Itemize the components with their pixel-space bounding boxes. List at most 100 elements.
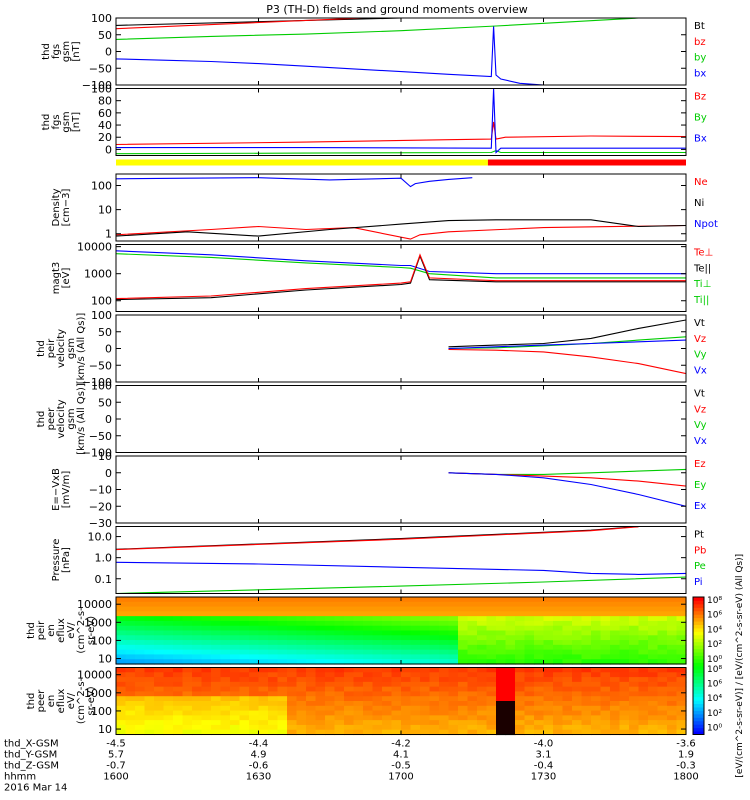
spectrogram-cell: [325, 691, 336, 697]
colorbar-swatch: [693, 707, 704, 711]
spectrogram-cell: [648, 724, 659, 731]
spectrogram-cell: [524, 677, 535, 683]
y-axis-label: [eV]: [61, 268, 72, 289]
spectrogram-cell: [572, 720, 583, 726]
spectrogram-cell: [382, 729, 393, 736]
spectrogram-cell: [610, 616, 621, 622]
spectrogram-cell: [163, 710, 174, 716]
y-axis-label: eV/: [66, 692, 77, 709]
spectrogram-cell: [268, 705, 279, 712]
spectrogram-cell: [325, 672, 336, 678]
spectrogram-cell: [125, 696, 136, 702]
spectrogram-cell: [211, 681, 222, 688]
spectrogram-cell: [505, 667, 516, 673]
spectrogram-cell: [591, 681, 602, 688]
spectrogram-cell: [496, 720, 507, 726]
y-axis-label: gsm: [61, 41, 72, 62]
spectrogram-cell: [572, 625, 583, 632]
spectrogram-cell: [667, 710, 678, 716]
spectrogram-cell: [135, 715, 146, 721]
spectrogram-cell: [306, 677, 317, 683]
spectrogram-cell: [249, 654, 260, 660]
spectrogram-cell: [610, 729, 621, 736]
ephemeris-value: 5.7: [108, 750, 124, 761]
colorbar-swatch: [693, 682, 704, 687]
spectrogram-cell: [667, 705, 678, 712]
spectrogram-cell: [353, 606, 364, 612]
spectrogram-cell: [192, 659, 203, 665]
colorbar-tick-label: 10⁰: [707, 724, 722, 734]
spectrogram-cell: [638, 677, 649, 683]
spectrogram-cell: [116, 710, 127, 716]
spectrogram-cell: [572, 686, 583, 693]
spectrogram-cell: [201, 691, 212, 697]
spectrogram-cell: [676, 606, 687, 612]
spectrogram-cell: [543, 701, 554, 707]
spectrogram-cell: [249, 696, 260, 702]
spectrogram-cell: [230, 640, 241, 646]
spectrogram-cell: [325, 720, 336, 726]
spectrogram-cell: [467, 630, 478, 636]
spectrogram-cell: [192, 649, 203, 656]
spectrogram-cell: [334, 672, 345, 678]
spectrogram-cell: [581, 659, 592, 665]
spectrogram-cell: [249, 710, 260, 716]
spectrogram-cell: [638, 616, 649, 622]
spectrogram-cell: [287, 696, 298, 702]
series-ez-line: [448, 472, 686, 487]
spectrogram-cell: [486, 644, 497, 651]
spectrogram-cell: [173, 691, 184, 697]
spectrogram-cell: [477, 686, 488, 693]
spectrogram-cell: [572, 705, 583, 712]
spectrogram-cell: [391, 635, 402, 641]
legend-vy: Vy: [694, 350, 707, 361]
ephemeris-value: -0.3: [676, 761, 696, 772]
spectrogram-cell: [144, 601, 155, 608]
spectrogram-cell: [182, 686, 193, 693]
spectrogram-cell: [448, 672, 459, 678]
spectrogram-cell: [353, 601, 364, 608]
spectrogram-cell: [638, 625, 649, 632]
y-tick-label: −50: [89, 62, 112, 75]
spectrogram-cell: [116, 686, 127, 693]
spectrogram-cell: [629, 630, 640, 636]
spectrogram-cell: [496, 715, 507, 721]
spectrogram-cell: [676, 681, 687, 688]
spectrogram-cell: [135, 635, 146, 641]
spectrogram-cell: [429, 677, 440, 683]
spectrogram-cell: [306, 611, 317, 617]
spectrogram-cell: [268, 644, 279, 651]
spectrogram-cell: [287, 606, 298, 612]
spectrogram-cell: [638, 597, 649, 603]
spectrogram-cell: [268, 715, 279, 721]
spectrogram-cell: [363, 630, 374, 636]
spectrogram-cell: [220, 677, 231, 683]
spectrogram-cell: [410, 696, 421, 702]
spectrogram-cell: [201, 715, 212, 721]
spectrogram-cell: [638, 681, 649, 688]
spectrogram-cell: [524, 705, 535, 712]
spectrogram-cell: [230, 597, 241, 603]
spectrogram-cell: [648, 681, 659, 688]
spectrogram-cell: [591, 649, 602, 656]
y-tick-label: 0: [105, 467, 112, 480]
spectrogram-cell: [391, 715, 402, 721]
spectrogram-cell: [353, 630, 364, 636]
spectrogram-cell: [296, 649, 307, 656]
spectrogram-cell: [277, 729, 288, 736]
series-bz-line: [116, 121, 686, 146]
spectrogram-cell: [325, 696, 336, 702]
spectrogram-cell: [515, 659, 526, 665]
spectrogram-cell: [315, 620, 326, 627]
spectrogram-cell: [629, 597, 640, 603]
spectrogram-cell: [315, 630, 326, 636]
spectrogram-cell: [477, 649, 488, 656]
spectrogram-cell: [420, 710, 431, 716]
spectrogram-cell: [239, 667, 250, 673]
spectrogram-cell: [486, 715, 497, 721]
spectrogram-cell: [553, 691, 564, 697]
spectrogram-cell: [420, 701, 431, 707]
spectrogram-cell: [144, 644, 155, 651]
y-tick-label: 10000: [77, 241, 112, 254]
spectrogram-cell: [619, 606, 630, 612]
